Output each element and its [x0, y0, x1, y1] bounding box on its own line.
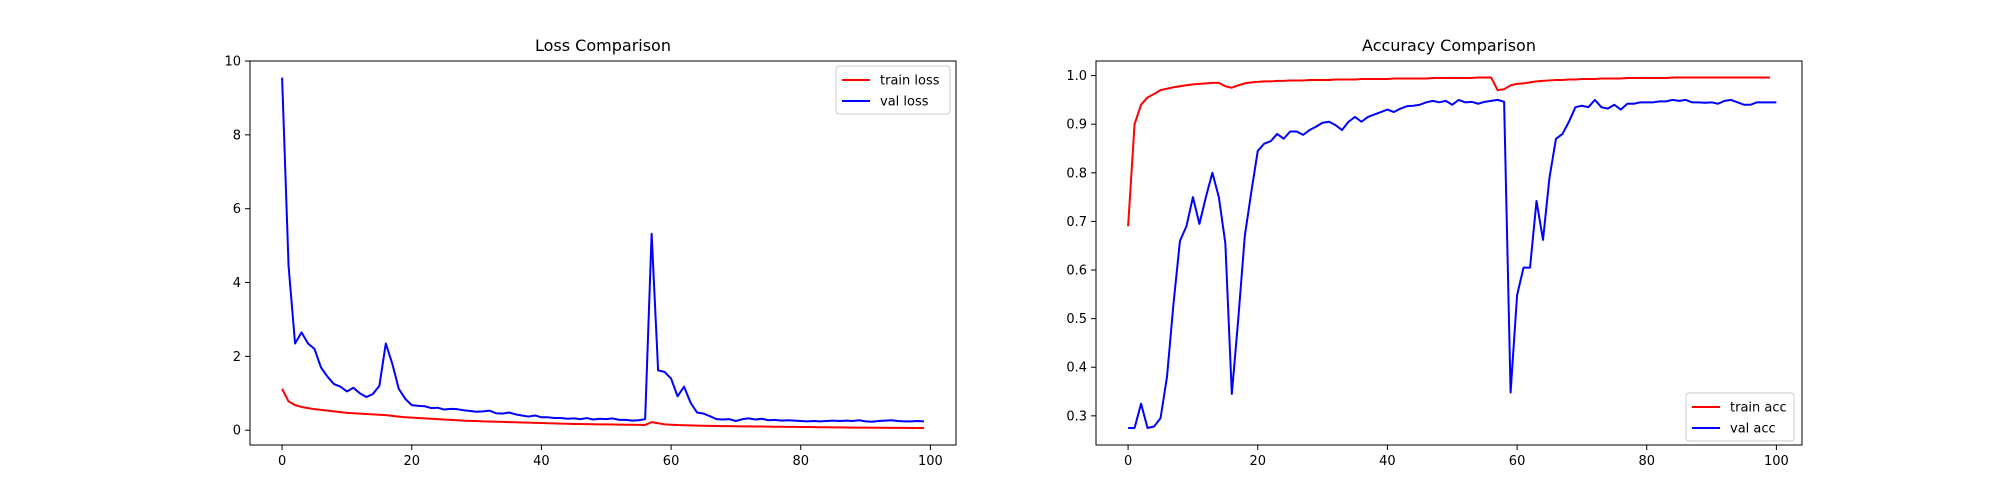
- loss-comparison-chart: Loss Comparison 0 20 40 60 80 100 0 2 4 6 8 10 train …: [224, 36, 957, 469]
- x-tick-label: 20: [1249, 454, 1266, 469]
- legend: train acc val acc: [1685, 392, 1795, 442]
- x-tick-label: 0: [1124, 454, 1132, 469]
- x-tick-label: 100: [918, 454, 943, 469]
- x-tick-label: 20: [403, 454, 420, 469]
- y-tick-label: 4: [233, 276, 241, 291]
- series-line-train-loss: [281, 388, 924, 430]
- legend-label: train loss: [880, 74, 940, 89]
- y-tick-label: 1.0: [1066, 69, 1087, 84]
- y-tick-label: 0.9: [1066, 118, 1087, 133]
- y-tick-label: 0.5: [1066, 312, 1087, 327]
- y-tick-label: 0.8: [1066, 166, 1087, 181]
- y-tick-label: 0.4: [1066, 361, 1087, 376]
- x-tick-label: 0: [278, 454, 286, 469]
- y-tick-label: 0.3: [1066, 409, 1087, 424]
- plot-frame: [249, 60, 957, 446]
- chart-title: Loss Comparison: [535, 36, 671, 55]
- y-tick-label: 0.7: [1066, 215, 1087, 230]
- x-tick-label: 40: [1379, 454, 1396, 469]
- x-tick-label: 60: [1509, 454, 1526, 469]
- x-tick-label: 100: [1764, 454, 1789, 469]
- series-line-val-loss: [281, 77, 924, 423]
- y-tick-label: 0.6: [1066, 264, 1087, 279]
- x-tick-label: 80: [1638, 454, 1655, 469]
- x-tick-label: 40: [533, 454, 550, 469]
- series-line-train-acc: [1127, 76, 1770, 227]
- accuracy-comparison-chart: Accuracy Comparison 0 20 40 60 80 100 0.3 0.4 0.5…: [1066, 36, 1803, 469]
- y-tick-label: 2: [233, 350, 241, 365]
- y-tick-label: 10: [224, 55, 241, 70]
- y-tick-label: 6: [233, 202, 241, 217]
- y-tick-label: 0: [233, 424, 241, 439]
- series-line-val-acc: [1128, 98, 1777, 429]
- legend-label: val acc: [1730, 422, 1776, 437]
- x-tick-label: 60: [663, 454, 680, 469]
- legend-label: train acc: [1730, 401, 1787, 416]
- plot-frame: [1095, 60, 1803, 446]
- legend: train loss val loss: [835, 65, 951, 115]
- x-tick-label: 80: [792, 454, 809, 469]
- chart-title: Accuracy Comparison: [1362, 36, 1536, 55]
- y-tick-label: 8: [233, 128, 241, 143]
- legend-label: val loss: [880, 95, 929, 110]
